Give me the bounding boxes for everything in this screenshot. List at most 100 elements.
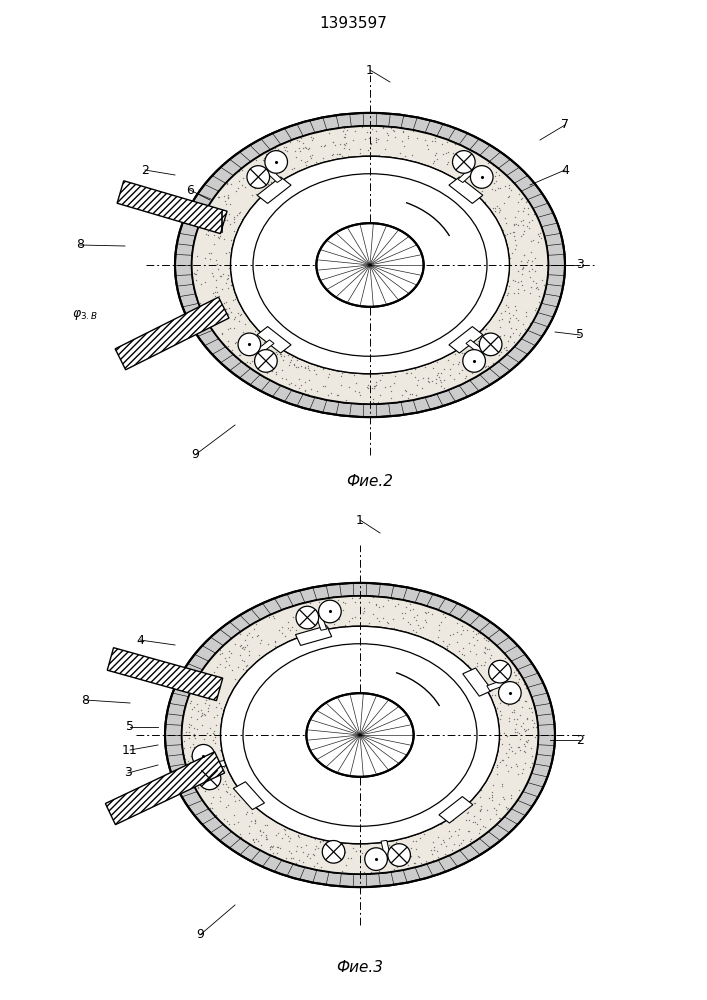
Point [283,357,294,373]
Point [527,755,538,771]
Point [382,592,394,608]
Point [442,381,453,397]
Point [500,297,511,313]
Polygon shape [315,613,327,630]
Point [300,157,312,173]
Point [284,354,296,370]
Point [202,223,214,239]
Point [433,829,444,845]
Point [390,368,401,384]
Point [209,324,220,340]
Point [509,232,520,248]
Point [295,130,306,146]
Point [204,741,215,757]
Point [262,636,274,652]
Point [211,279,222,295]
Point [221,307,232,323]
Point [511,724,522,740]
Point [495,339,506,355]
Point [362,377,373,393]
Point [232,180,243,196]
Point [520,744,531,760]
Point [312,621,323,637]
Point [384,837,395,853]
Point [203,245,214,261]
Point [283,614,294,630]
Point [322,369,333,385]
Point [221,212,233,228]
Point [270,364,281,380]
Point [295,612,306,628]
Point [207,218,218,234]
Point [508,216,520,232]
Point [281,850,292,866]
Point [411,612,422,628]
Point [357,396,368,412]
Point [463,158,474,174]
Point [464,163,475,179]
Point [520,722,532,738]
Point [357,605,368,621]
Point [246,805,257,821]
Point [358,600,370,616]
Point [294,603,305,619]
Point [448,371,460,387]
Point [513,217,524,233]
Point [501,801,513,817]
Point [224,216,235,232]
Point [494,180,506,196]
Point [411,377,423,393]
Point [388,861,399,877]
Point [263,609,274,625]
Point [363,845,374,861]
Point [211,717,222,733]
Point [526,253,537,269]
Point [366,859,378,875]
Point [179,747,190,763]
Circle shape [470,166,493,188]
Point [203,697,214,713]
Point [521,254,532,270]
Point [207,789,218,805]
Point [459,353,470,369]
Point [295,152,306,168]
Point [214,189,225,205]
Point [358,603,370,619]
Point [373,599,385,615]
Point [187,701,198,717]
Point [510,716,522,732]
Point [361,124,373,140]
Polygon shape [257,340,274,354]
Point [249,323,260,339]
Point [251,174,262,190]
Point [211,212,222,228]
Point [407,386,418,402]
Point [479,639,490,655]
Point [452,356,464,372]
Point [211,272,222,288]
Point [402,128,414,144]
Point [183,719,194,735]
Point [503,741,514,757]
Point [475,798,486,814]
Point [247,832,259,848]
Point [300,140,312,156]
Point [214,642,226,658]
Point [506,245,518,261]
Point [518,736,530,752]
Point [183,730,194,746]
Point [434,617,445,633]
Point [209,288,221,304]
Point [218,231,229,247]
Circle shape [238,333,261,356]
Point [216,281,228,297]
Point [223,300,234,316]
Point [195,702,206,718]
Point [366,864,377,880]
Point [230,782,242,798]
Point [479,819,491,835]
Point [422,370,433,386]
Point [276,830,288,846]
Point [502,657,513,673]
Point [361,379,373,395]
